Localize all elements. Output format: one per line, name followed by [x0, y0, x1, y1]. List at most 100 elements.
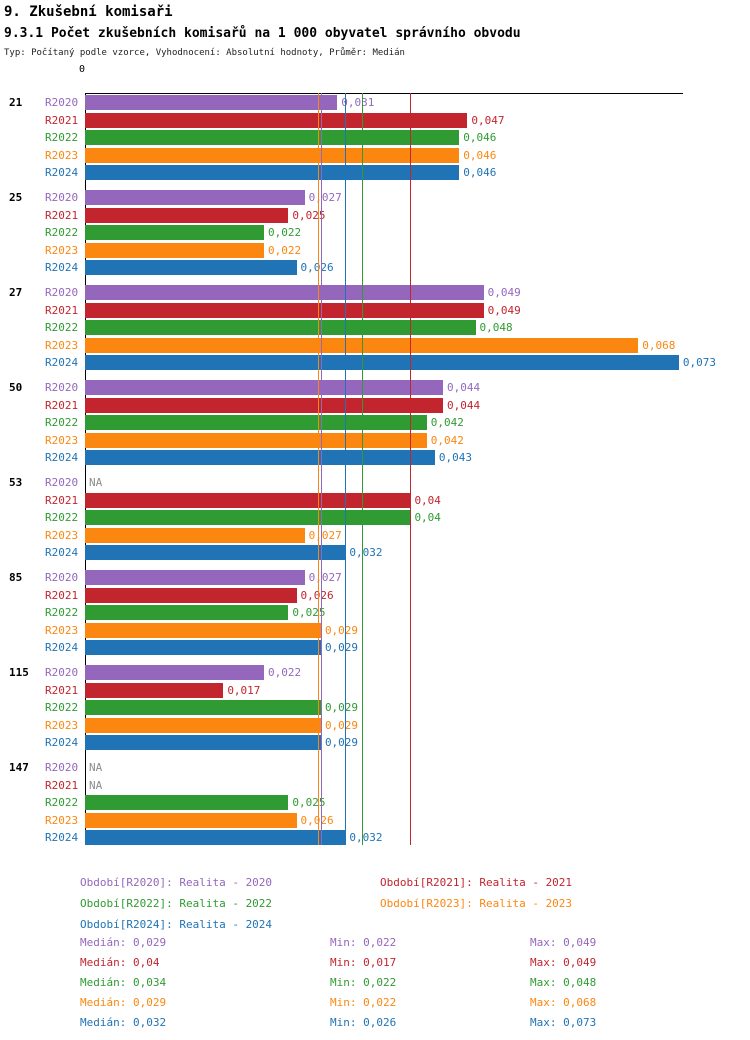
chart-stats: Medián: 0,029 Min: 0,022 Max: 0,049 Medián:… [0, 936, 750, 1040]
bar [85, 397, 443, 413]
series-label: R2021 [45, 398, 79, 412]
series-label: R2022 [45, 511, 79, 524]
value-label: 0,027 [308, 528, 342, 542]
series-label: R2020 [45, 381, 79, 394]
bar [85, 510, 411, 525]
series-label: R2022 [45, 701, 79, 714]
series-label: R2023 [45, 623, 79, 637]
bar [85, 717, 321, 733]
bar [85, 570, 305, 585]
value-label: 0,046 [463, 148, 497, 162]
series-label: R2020 [45, 571, 79, 584]
legend-item: Období[R2021]: Realita - 2021 [380, 876, 573, 889]
bar [85, 190, 305, 205]
category-label: 25 [9, 191, 23, 204]
median-line [410, 93, 411, 845]
value-label: 0,025 [292, 208, 326, 222]
bar [85, 640, 321, 655]
value-label: 0,073 [682, 356, 717, 369]
bar [85, 587, 297, 603]
value-label: 0,049 [487, 303, 521, 317]
value-label: 0,029 [324, 623, 359, 637]
series-label: R2024 [45, 166, 79, 179]
na-label: NA [89, 761, 103, 774]
bar [85, 492, 411, 508]
legend-item: Období[R2020]: Realita - 2020 [80, 876, 273, 889]
bar [85, 450, 435, 465]
category-label: 85 [9, 571, 23, 584]
value-label: 0,029 [324, 736, 359, 749]
category-label: 147 [9, 761, 29, 774]
category-label: 50 [9, 381, 23, 394]
bar [85, 622, 321, 638]
bar [85, 830, 346, 845]
bar [85, 665, 264, 680]
value-label: 0,048 [479, 321, 513, 334]
bar [85, 380, 443, 395]
bar [85, 682, 224, 698]
bar [85, 337, 639, 353]
value-label: 0,032 [349, 831, 383, 844]
value-label: 0,027 [308, 191, 342, 204]
stat-max: Max: 0,073 [530, 1016, 597, 1029]
series-label: R2022 [45, 226, 79, 239]
value-label: 0,031 [341, 96, 375, 109]
series-label: R2022 [45, 321, 79, 334]
series-label: R2021 [45, 208, 79, 222]
value-label: 0,026 [301, 588, 334, 603]
bar [85, 527, 305, 543]
na-label: NA [89, 476, 103, 489]
series-label: R2021 [45, 493, 79, 507]
na-label: NA [89, 778, 103, 792]
value-label: 0,044 [446, 398, 481, 412]
series-label: R2023 [45, 718, 79, 732]
value-label: 0,029 [324, 701, 359, 714]
series-label: R2024 [45, 736, 79, 749]
bar [85, 432, 427, 448]
value-label: 0,043 [438, 451, 472, 464]
value-label: 0,026 [301, 260, 334, 275]
value-label: 0,049 [487, 286, 521, 299]
value-label: 0,04 [414, 511, 441, 524]
series-label: R2023 [45, 528, 79, 542]
median-line [318, 93, 319, 845]
bar [85, 130, 460, 145]
bar-chart: 0 21 R2020 0,031 R2021 0,047 R2022 0,046 R2023 0… [9, 64, 717, 845]
series-label: R2023 [45, 148, 79, 162]
stat-max: Max: 0,049 [530, 936, 597, 949]
series-label: R2020 [45, 666, 79, 679]
bar [85, 165, 460, 180]
bar [85, 285, 484, 300]
stat-median: Medián: 0,034 [80, 976, 167, 989]
stat-max: Max: 0,049 [530, 956, 597, 969]
value-label: 0,025 [292, 606, 326, 619]
stat-min: Min: 0,017 [330, 956, 397, 969]
chart-legend: Období[R2020]: Realita - 2020 Období[R202… [0, 876, 750, 936]
series-label: R2022 [45, 796, 79, 809]
series-label: R2021 [45, 588, 79, 602]
bar [85, 207, 289, 223]
series-label: R2024 [45, 356, 79, 369]
value-label: 0,046 [463, 166, 497, 179]
series-label: R2020 [45, 96, 79, 109]
category-label: 27 [9, 286, 23, 299]
value-label: 0,032 [349, 546, 383, 559]
series-label: R2021 [45, 303, 79, 317]
series-label: R2020 [45, 286, 79, 299]
series-label: R2023 [45, 813, 79, 827]
median-line [362, 93, 363, 845]
series-label: R2021 [45, 778, 79, 792]
y-axis-line [85, 93, 86, 845]
x-axis-line [85, 93, 683, 94]
chart-title: 9.3.1 Počet zkušebních komisařů na 1 000… [4, 26, 521, 41]
value-label: 0,029 [324, 718, 359, 732]
stat-median: Medián: 0,029 [80, 996, 167, 1009]
value-label: 0,029 [324, 641, 359, 654]
value-label: 0,04 [414, 493, 441, 507]
value-label: 0,068 [642, 338, 676, 352]
series-label: R2020 [45, 476, 79, 489]
bar [85, 812, 297, 828]
category-label: 53 [9, 476, 23, 489]
value-label: 0,022 [267, 226, 302, 239]
